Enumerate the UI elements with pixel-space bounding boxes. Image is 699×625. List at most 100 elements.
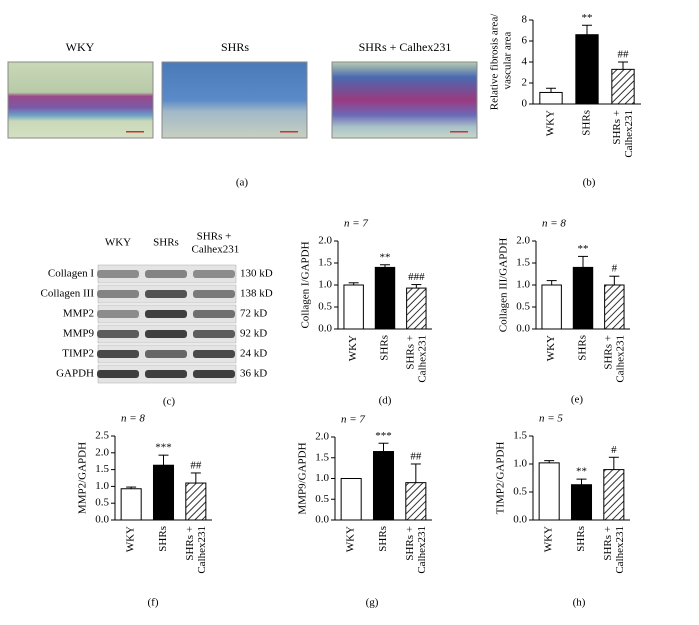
y-tick-label: 1.5 [315,451,329,463]
panel-label: (d) [379,395,392,407]
x-tick-label: SHRs + Calhex231 [611,110,635,160]
x-tick-label: WKY [545,335,557,361]
blot-row-label: TIMP2 [62,348,94,360]
micrograph [7,61,154,139]
bar [603,469,625,521]
y-tick-label: 0 [522,98,528,110]
y-axis-label: MMP2/GAPDH [77,442,89,514]
bar [406,287,427,330]
significance: ** [380,251,391,263]
y-tick-label: 1.0 [315,472,329,484]
y-tick-label: 1.0 [95,480,109,492]
blot-band [97,270,139,278]
panel-label: (g) [366,597,379,609]
blot-column-label: SHRs [153,237,179,249]
significance: ** [576,466,587,478]
x-tick-label: WKY [345,526,357,552]
x-tick-label: SHRs [575,526,587,552]
x-tick-label: SHRs + Calhex231 [602,335,626,385]
y-tick-label: 2.0 [318,235,332,247]
blot-row-label: GAPDH [56,368,94,380]
y-tick-label: 2.5 [95,430,109,442]
y-tick-label: 4 [522,56,528,68]
sample-size: n = 7 [344,218,368,230]
x-tick-label: SHRs [581,110,593,136]
bar [405,482,427,521]
bar [538,462,560,521]
y-axis-label: TIMP2/GAPDH [495,442,507,515]
bar [604,284,625,330]
y-tick-label: 0.0 [318,323,332,335]
panel-label: (b) [583,177,596,189]
sample-size: n = 5 [539,413,563,425]
y-tick-label: 8 [522,14,528,26]
blot-band [193,290,235,298]
y-tick-label: 1.0 [516,279,530,291]
bar [120,488,142,521]
blot-row-label: MMP9 [63,328,95,340]
bar [152,464,175,521]
scale-bar [450,131,468,133]
blot-size-label: 92 kD [240,328,267,340]
sample-size: n = 7 [341,414,365,426]
blot-band [145,370,187,378]
blot-size-label: 36 kD [240,368,267,380]
significance: ## [190,459,202,471]
panel-label: (f) [148,597,159,609]
y-tick-label: 2.0 [315,431,329,443]
blot-column-label: WKY [105,237,131,249]
blot-band [97,350,139,358]
panel-label: (c) [163,396,176,408]
micrograph-label: SHRs + Calhex231 [359,40,452,54]
blot-column-label: SHRs + Calhex231 [189,230,239,255]
blot-size-label: 138 kD [240,288,273,300]
panel-label: (a) [236,177,249,189]
y-tick-label: 1.5 [516,257,530,269]
y-tick-label: 6 [522,35,528,47]
scale-bar [280,131,298,133]
y-tick-label: 0.5 [95,497,109,509]
y-tick-label: 1.5 [513,430,527,442]
bar [185,482,207,521]
blot-band [145,350,187,358]
x-tick-label: SHRs + Calhex231 [183,526,207,576]
blot-band [193,330,235,338]
x-tick-label: SHRs [577,335,589,361]
y-tick-label: 0.0 [516,323,530,335]
blot-band [193,310,235,318]
sample-size: n = 8 [121,413,145,425]
y-tick-label: 0.0 [95,514,109,526]
blot-band [145,330,187,338]
significance: ** [582,12,593,24]
y-tick-label: 0.0 [513,514,527,526]
significance: # [612,263,618,275]
y-tick-label: 1.0 [513,458,527,470]
x-tick-label: SHRs [377,526,389,552]
x-tick-label: WKY [347,335,359,361]
x-tick-label: SHRs [157,526,169,552]
y-tick-label: 0.5 [516,301,530,313]
y-tick-label: 2.0 [95,446,109,458]
blot-band [97,310,139,318]
blot-band [145,270,187,278]
x-tick-label: WKY [543,526,555,552]
bar [539,91,563,105]
blot-band [193,350,235,358]
significance: ### [408,271,425,283]
y-axis-label: Relative fibrosis area/ vascular area [488,13,513,110]
blot-band [97,290,139,298]
blot-size-label: 24 kD [240,348,267,360]
y-tick-label: 0.5 [318,301,332,313]
significance: # [611,444,617,456]
significance: ** [578,243,589,255]
bar [611,68,635,105]
blot-band [193,370,235,378]
y-tick-label: 2 [522,77,528,89]
scale-bar [126,131,144,133]
blot-size-label: 130 kD [240,268,273,280]
blot-row-label: Collagen III [41,288,95,300]
sample-size: n = 8 [542,218,566,230]
x-tick-label: WKY [125,526,137,552]
